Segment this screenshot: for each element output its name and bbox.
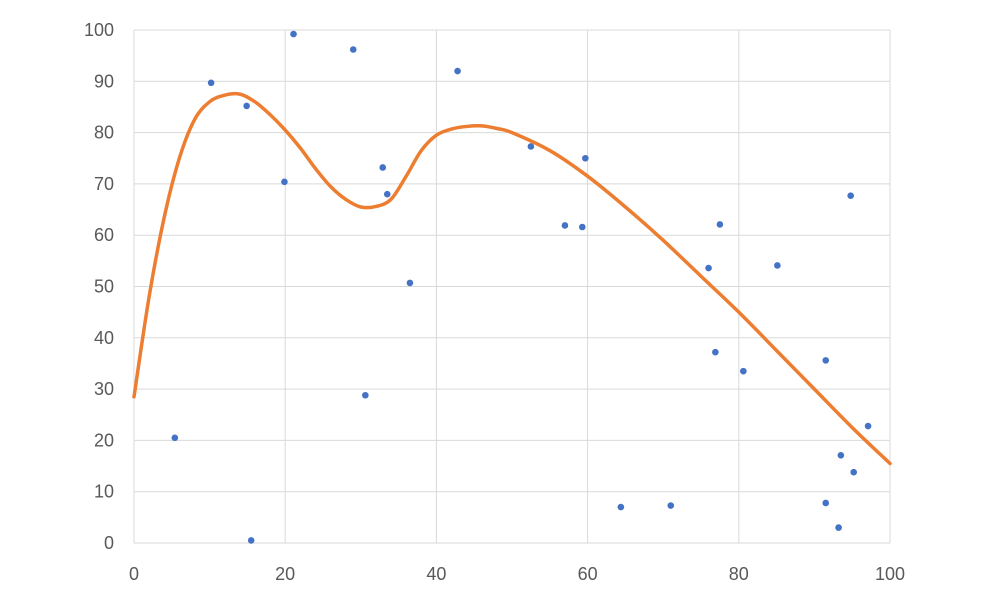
scatter-point [561,222,569,229]
scatter-point [171,434,179,442]
scatter-point [712,348,719,356]
scatter-point [383,190,391,198]
scatter-point [406,279,414,287]
scatter-point [379,164,387,171]
y-tick-label: 10 [94,482,114,502]
x-tick-label: 60 [578,564,598,584]
scatter-point [349,46,357,53]
scatter-point [835,524,842,531]
scatter-point [617,503,625,511]
scatter-point [243,102,250,110]
scatter-point [774,262,781,269]
trend-curve [132,91,892,466]
y-tick-label: 90 [94,71,114,91]
y-tick-label: 100 [84,20,114,40]
x-tick-label: 40 [426,564,446,584]
scatter-points [171,30,872,544]
y-tick-label: 70 [94,174,114,194]
scatter-point [207,79,215,87]
scatter-point [716,221,724,228]
scatter-point [667,502,675,509]
scatter-point [582,154,589,162]
x-tick-label: 0 [129,564,139,584]
scatter-point [247,537,255,544]
scatter-point [527,143,535,150]
y-tick-label: 60 [94,225,114,245]
y-tick-label: 80 [94,123,114,143]
x-tick-label: 20 [275,564,295,584]
trend-curve-group [132,91,892,466]
y-tick-label: 40 [94,328,114,348]
scatter-point [579,223,586,231]
x-tick-label: 100 [875,564,905,584]
scatter-point [362,391,369,399]
scatter-point [454,67,461,75]
grid-lines [133,29,891,544]
scatter-point [864,422,872,430]
y-tick-label: 20 [94,430,114,450]
scatter-point [705,264,712,272]
y-tick-label: 30 [94,379,114,399]
y-tick-label: 0 [104,533,114,553]
x-tick-label: 80 [729,564,749,584]
scatter-point [850,468,858,476]
y-tick-label: 50 [94,277,114,297]
scatter-point [847,192,854,199]
scatter-point [290,30,297,38]
scatter-point [740,367,747,375]
scatter-point [837,451,845,459]
axis-tick-labels: 0 10 20 30 40 50 60 70 80 90 100 0 20 40 60 80 100 [84,20,905,584]
scatter-point [822,357,830,364]
scatter-point [281,178,288,186]
scatter-point [822,499,830,507]
